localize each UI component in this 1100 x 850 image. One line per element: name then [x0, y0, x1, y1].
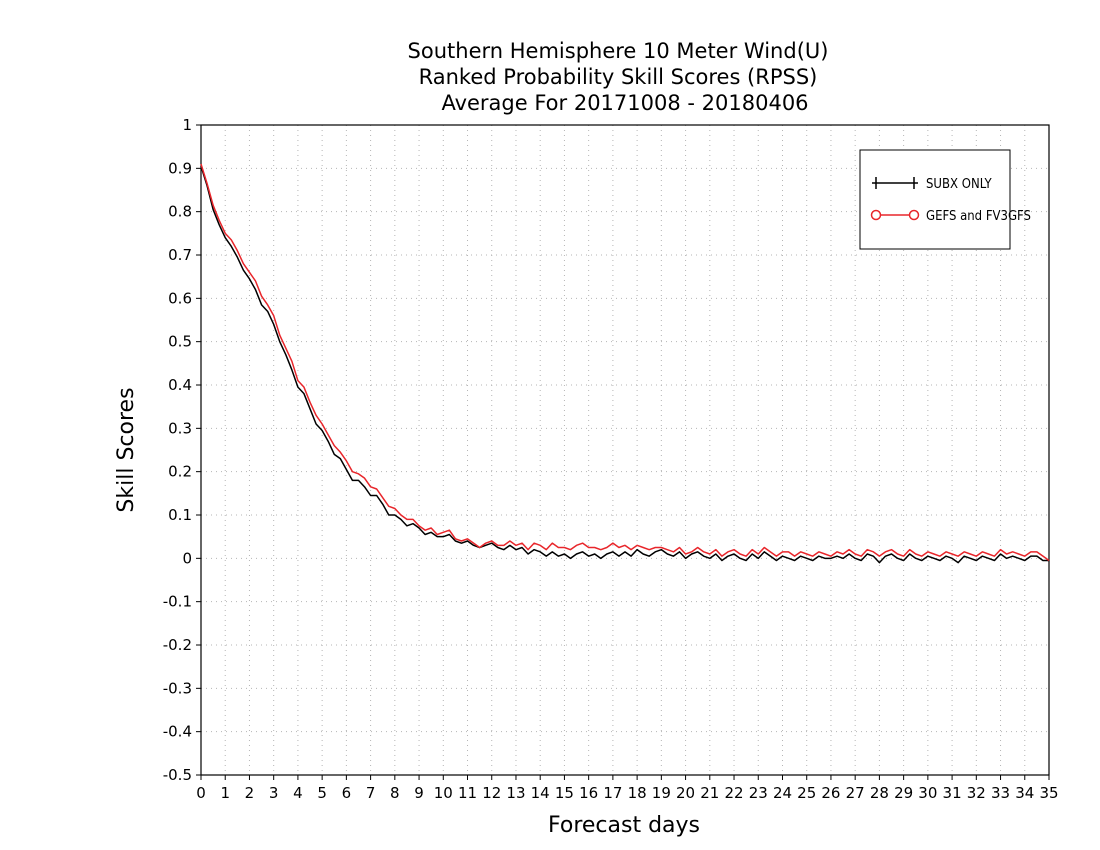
chart-title-line-1: Southern Hemisphere 10 Meter Wind(U) [408, 39, 829, 63]
x-tick-label: 20 [676, 784, 695, 802]
x-tick-label: 9 [414, 784, 424, 802]
legend-label: SUBX ONLY [926, 177, 992, 192]
x-tick-label: 19 [652, 784, 671, 802]
y-tick-label: -0.4 [163, 723, 192, 741]
chart-title-line-3: Average For 20171008 - 20180406 [441, 91, 808, 115]
x-tick-label: 10 [434, 784, 453, 802]
x-tick-label: 22 [724, 784, 743, 802]
x-tick-label: 27 [846, 784, 865, 802]
x-tick-label: 29 [894, 784, 913, 802]
series-line-gefs [200, 163, 1050, 562]
y-tick-label: 0.4 [168, 376, 192, 394]
y-tick-label: 0.2 [168, 463, 192, 481]
y-tick-label: 0.6 [168, 289, 192, 307]
x-tick-label: 16 [579, 784, 598, 802]
x-tick-label: 15 [555, 784, 574, 802]
x-tick-label: 2 [245, 784, 255, 802]
y-tick-label: 1 [182, 116, 192, 134]
x-tick-label: 13 [506, 784, 525, 802]
chart-title: Southern Hemisphere 10 Meter Wind(U) Ran… [408, 39, 829, 115]
y-tick-label: -0.2 [163, 636, 192, 654]
x-tick-label: 30 [918, 784, 937, 802]
plot-series [200, 163, 1050, 564]
y-axis-label: Skill Scores [114, 387, 139, 512]
legend-entry: SUBX ONLY [872, 177, 992, 192]
y-tick-label: 0.7 [168, 246, 192, 264]
x-tick-label: 5 [317, 784, 327, 802]
x-tick-label: 18 [628, 784, 647, 802]
legend-entry: GEFS and FV3GFS [870, 209, 1031, 224]
y-tick-label: -0.3 [163, 679, 192, 697]
x-tick-label: 4 [293, 784, 303, 802]
x-tick-label: 11 [458, 784, 477, 802]
x-tick-label: 0 [196, 784, 206, 802]
y-tick-label: 0.9 [168, 159, 192, 177]
y-tick-label: 0.3 [168, 419, 192, 437]
x-tick-label: 6 [342, 784, 352, 802]
x-tick-label: 34 [1015, 784, 1034, 802]
legend-circle-marker [908, 209, 920, 221]
legend-circle-marker [870, 209, 882, 221]
axes: 1 0.9 0.8 0.7 0.6 0.5 0.4 0.3 0.2 0.1 0 -0.1 -0.2 -0.… [163, 116, 1059, 802]
plot-frame [200, 124, 1050, 776]
x-tick-label: 26 [821, 784, 840, 802]
x-tick-label: 25 [797, 784, 816, 802]
x-tick-label: 33 [991, 784, 1010, 802]
x-tick-label: 3 [269, 784, 279, 802]
x-tick-label: 24 [773, 784, 792, 802]
y-tick-label: 0.5 [168, 333, 192, 351]
y-tick-label: -0.1 [163, 593, 192, 611]
x-tick-label: 32 [967, 784, 986, 802]
x-tick-label: 14 [531, 784, 550, 802]
legend-box [859, 149, 1011, 250]
x-tick-label: 1 [220, 784, 230, 802]
x-tick-label: 12 [482, 784, 501, 802]
x-tick-label: 28 [870, 784, 889, 802]
x-axis-label: Forecast days [548, 813, 700, 838]
x-tick-label: 21 [700, 784, 719, 802]
x-tick-label: 7 [366, 784, 376, 802]
chart-title-line-2: Ranked Probability Skill Scores (RPSS) [419, 65, 818, 89]
y-tick-label: 0.8 [168, 203, 192, 221]
x-tick-label: 35 [1039, 784, 1058, 802]
x-tick-label: 23 [749, 784, 768, 802]
x-tick-label: 17 [603, 784, 622, 802]
y-tick-label: 0 [182, 549, 192, 567]
x-tick-label: 8 [390, 784, 400, 802]
grid-lines [201, 125, 1049, 775]
series-line-subx-only [200, 165, 1049, 564]
y-tick-label: -0.5 [163, 766, 192, 784]
legend: SUBX ONLY GEFS and FV3GFS [859, 149, 1031, 250]
y-tick-label: 0.1 [168, 506, 192, 524]
legend-label: GEFS and FV3GFS [926, 209, 1031, 224]
x-tick-label: 31 [943, 784, 962, 802]
